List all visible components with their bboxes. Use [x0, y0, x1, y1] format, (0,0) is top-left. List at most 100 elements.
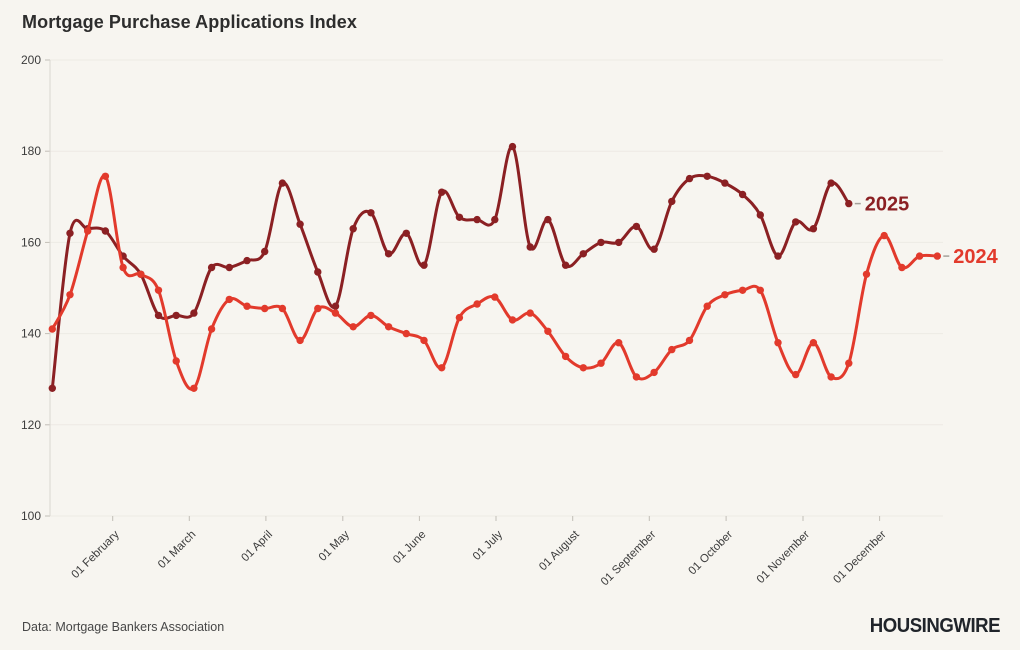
series-2025-point [738, 190, 747, 199]
series-2024-point [721, 291, 729, 299]
series-2024-point [278, 304, 287, 313]
series-2024-point [384, 323, 393, 331]
footer: Data: Mortgage Bankers Association HOUSI… [22, 615, 1000, 638]
series-2024-point [296, 336, 304, 345]
series-2024-point [845, 359, 853, 367]
series-2025-point [650, 245, 658, 253]
y-axis-tick-label: 120 [21, 418, 41, 432]
series-2025-point [278, 179, 287, 187]
series-2025-point [544, 215, 552, 224]
chart-title: Mortgage Purchase Applications Index [22, 12, 358, 32]
series-2025-point [225, 263, 233, 272]
series-2025-point [579, 250, 587, 258]
series-2024-point [508, 316, 517, 324]
series-2024-point [455, 313, 464, 322]
series-2024-point [190, 384, 198, 392]
series-2024-point [402, 329, 410, 338]
series-2025-point [314, 268, 322, 276]
series-2024-point [331, 309, 340, 317]
series-2025-point [632, 222, 641, 231]
x-axis-tick-label: 01 September [599, 529, 659, 589]
series-2025-point [685, 174, 694, 183]
series-2024-point [615, 339, 623, 347]
series-2024-point [915, 252, 924, 260]
series-2025-line [50, 145, 851, 390]
series-2024-point [738, 286, 747, 294]
series-2024-point [703, 302, 711, 310]
series-2024-point [420, 336, 428, 345]
series-2025-point [207, 263, 216, 272]
series-2025-point [668, 197, 676, 206]
series-2024-point [225, 295, 233, 304]
series-2024-point [473, 300, 481, 308]
series-2024-point [933, 252, 941, 260]
series-2024-point [48, 325, 56, 333]
x-axis-tick-label: 01 June [391, 529, 428, 566]
x-axis-tick-label: 01 December [831, 529, 888, 586]
series-2024-point [792, 370, 800, 379]
x-axis-tick-label: 01 February [69, 528, 122, 581]
series-2025-point [827, 179, 835, 187]
series-2024-label: 2024 [953, 246, 998, 268]
series-2025-point [101, 227, 110, 235]
y-axis-tick-label: 180 [21, 144, 41, 158]
series-2025-point [615, 238, 623, 247]
source-note: Data: Mortgage Bankers Association [22, 619, 225, 634]
series-2024-point [172, 357, 180, 365]
y-axis-tick-label: 140 [21, 327, 41, 341]
series-2025-point [703, 172, 711, 180]
series-2025-point [809, 225, 818, 233]
y-axis-tick-label: 100 [21, 509, 41, 523]
series-2024-point [544, 327, 552, 335]
series-2024-point [137, 270, 145, 278]
series-2024-point [491, 293, 499, 301]
y-axis-tick-label: 200 [21, 53, 41, 67]
series-2024-point [597, 359, 605, 367]
series-2025-point [792, 218, 800, 226]
series-2025-point [154, 311, 163, 320]
series-2025-point [66, 229, 74, 237]
series-2025-point [420, 261, 428, 269]
series-2025-point [473, 215, 481, 224]
series-2024-point [261, 304, 269, 313]
x-axis-tick-label: 01 April [239, 529, 275, 565]
series-2024-point [526, 309, 534, 317]
series-2025-point [756, 211, 764, 219]
series-2025-point [261, 247, 269, 256]
series-2025-point [172, 311, 180, 320]
series-2024-point [650, 368, 658, 377]
series-2025-point [367, 209, 375, 217]
series-2025-point [774, 252, 782, 260]
x-axis-tick-label: 01 October [686, 529, 735, 578]
y-axis-tick-label: 160 [21, 235, 41, 249]
series-2024-point [756, 286, 764, 294]
series-2024-point [561, 352, 570, 361]
series-2024-point [66, 291, 74, 299]
series-2025-point [331, 302, 340, 310]
x-axis-tick-label: 01 August [537, 528, 582, 573]
series-2025-point [190, 309, 198, 317]
series-2025-point [438, 188, 446, 196]
series-2025-point [561, 261, 570, 269]
series-2025-point [597, 238, 605, 247]
x-axis-tick-label: 01 November [755, 529, 812, 586]
series-2025-point [296, 220, 304, 228]
series-2025-label: 2025 [865, 194, 910, 216]
x-axis-tick-label: 01 July [471, 528, 505, 562]
series-2024-point [119, 263, 127, 272]
series-2024-point [668, 345, 676, 354]
series-2025-point [508, 142, 517, 151]
series-2024-point [314, 304, 322, 313]
series-2025-point [455, 213, 464, 221]
series-2024-point [774, 339, 782, 347]
series-2024-point [862, 270, 871, 278]
series-2025-point [491, 215, 499, 224]
series-2024-point [367, 311, 375, 320]
series-2024-point [207, 325, 216, 333]
series-2024-point [243, 302, 251, 310]
series-2024-point [880, 231, 888, 240]
series-2024-point [154, 286, 163, 294]
series-2024-point [84, 227, 92, 235]
